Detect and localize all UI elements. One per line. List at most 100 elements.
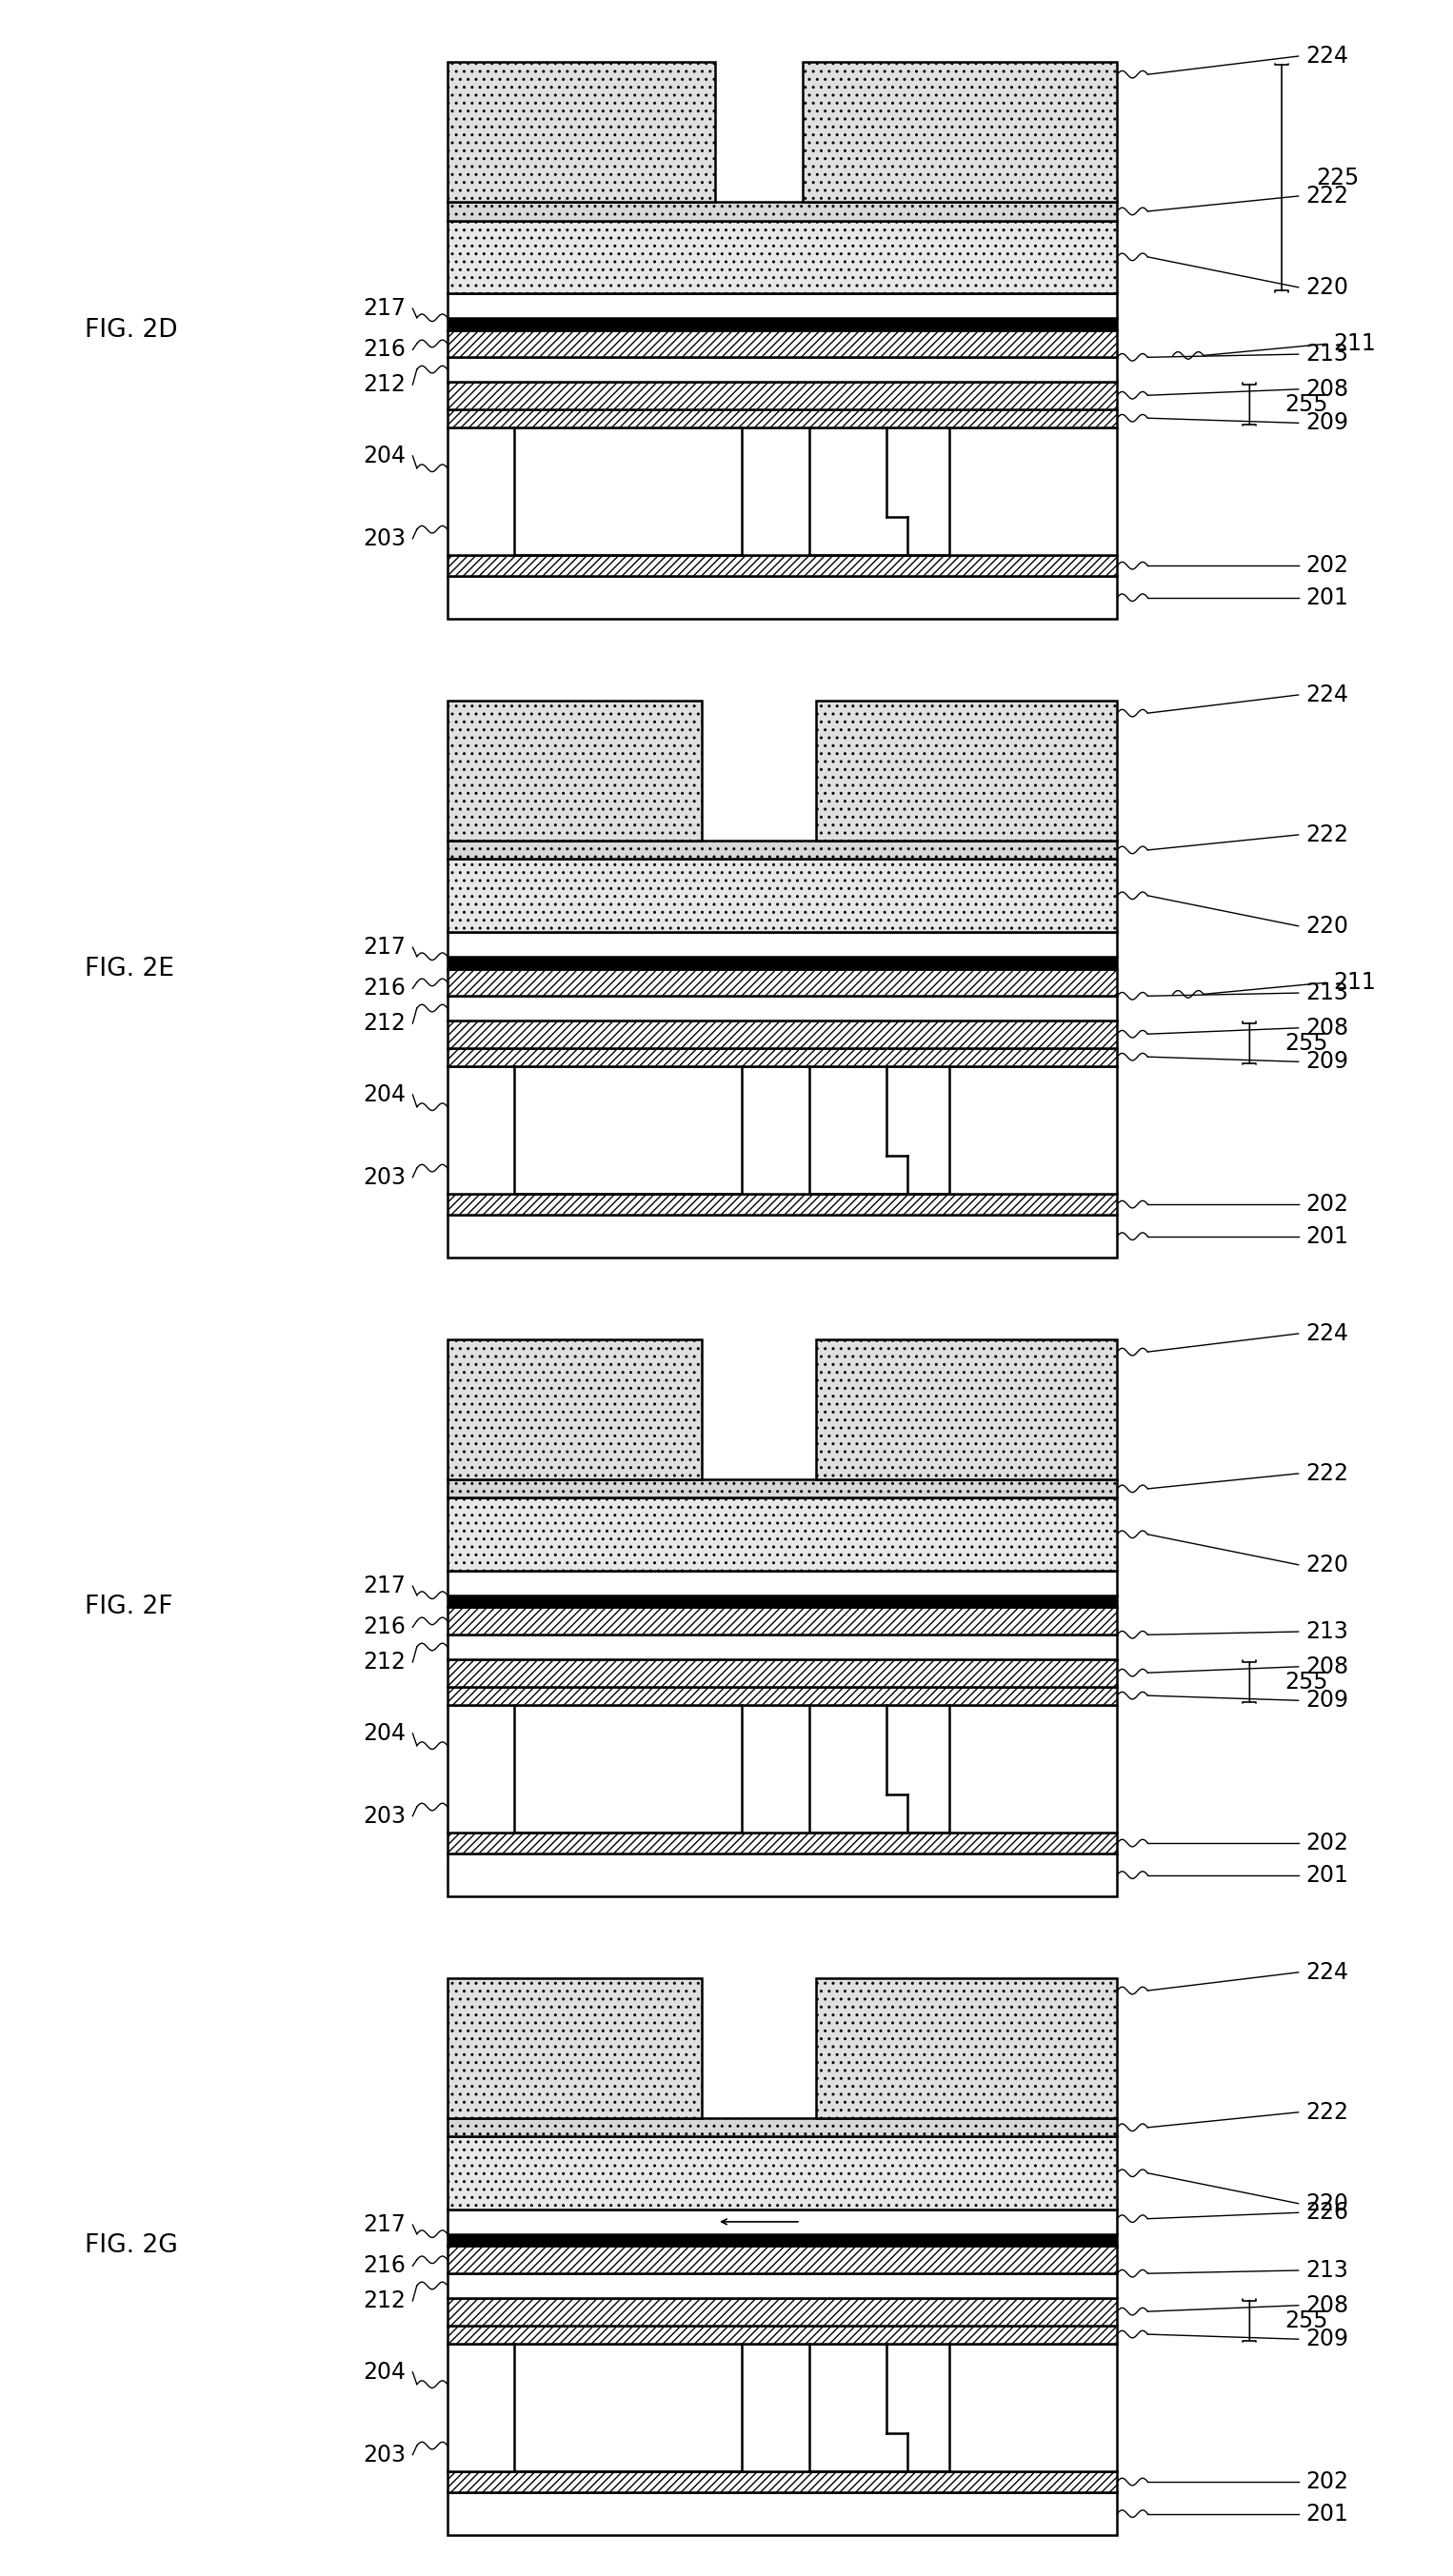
Bar	[448, 1855, 1117, 1896]
Text: 202: 202	[1305, 1193, 1348, 1216]
Bar	[448, 294, 1117, 317]
Bar	[448, 201, 1117, 222]
Bar	[448, 1066, 1117, 1193]
Text: 201: 201	[1305, 587, 1348, 608]
Text: 216: 216	[363, 2254, 405, 2277]
Text: 220: 220	[1305, 1553, 1348, 1577]
Text: 213: 213	[1305, 981, 1348, 1005]
Bar	[448, 330, 1117, 358]
Text: 222: 222	[1305, 1463, 1348, 1484]
Bar	[448, 1216, 1117, 1257]
Text: 204: 204	[363, 2360, 405, 2383]
Bar	[514, 1066, 742, 1193]
Text: 202: 202	[1305, 1832, 1348, 1855]
Bar	[448, 2275, 1117, 2298]
Text: 217: 217	[363, 1574, 405, 1597]
Bar	[514, 2344, 742, 2470]
Bar	[448, 2344, 1117, 2470]
Bar	[448, 2117, 1117, 2136]
Text: 208: 208	[1305, 379, 1348, 402]
Text: 201: 201	[1305, 1862, 1348, 1886]
Bar	[950, 428, 1117, 554]
Text: 217: 217	[363, 935, 405, 958]
Text: 216: 216	[363, 337, 405, 361]
Bar	[448, 428, 514, 554]
Bar	[448, 2246, 1117, 2275]
Text: 204: 204	[363, 1084, 405, 1105]
Bar	[809, 428, 950, 554]
Bar	[815, 1978, 1117, 2117]
Bar	[448, 1607, 1117, 1636]
Text: 220: 220	[1305, 2192, 1348, 2215]
Bar	[448, 860, 1117, 933]
Bar	[448, 840, 1117, 860]
Text: 202: 202	[1305, 554, 1348, 577]
Bar	[448, 1066, 514, 1193]
Text: 203: 203	[363, 1806, 405, 1826]
Bar	[514, 1705, 742, 1832]
Bar	[448, 2344, 514, 2470]
Text: 217: 217	[363, 2213, 405, 2236]
Text: 212: 212	[363, 1012, 405, 1036]
Bar	[448, 997, 1117, 1020]
Bar	[448, 1595, 1117, 1607]
Bar	[448, 62, 715, 201]
Text: 255: 255	[1284, 1033, 1328, 1054]
Bar	[448, 2136, 1117, 2210]
Text: 209: 209	[1305, 1690, 1348, 1713]
Bar	[815, 701, 1117, 840]
Bar	[448, 2470, 1117, 2494]
Bar	[802, 62, 1117, 201]
Bar	[448, 2326, 1117, 2344]
Text: 222: 222	[1305, 185, 1348, 209]
Text: 202: 202	[1305, 2470, 1348, 2494]
Text: 255: 255	[1284, 2308, 1328, 2331]
Bar	[448, 1978, 702, 2117]
Bar	[950, 1066, 1117, 1193]
Bar	[448, 1497, 1117, 1571]
Bar	[448, 1705, 1117, 1832]
Text: 212: 212	[363, 2290, 405, 2313]
Text: 204: 204	[363, 1721, 405, 1744]
Bar	[448, 933, 1117, 956]
Text: FIG. 2D: FIG. 2D	[84, 317, 177, 343]
Text: 212: 212	[363, 374, 405, 397]
Text: 208: 208	[1305, 1018, 1348, 1038]
Bar	[448, 1705, 514, 1832]
Text: 201: 201	[1305, 2501, 1348, 2524]
Text: 255: 255	[1284, 394, 1328, 415]
Bar	[448, 969, 1117, 997]
Text: FIG. 2E: FIG. 2E	[84, 956, 174, 981]
Bar	[448, 222, 1117, 294]
Text: 211: 211	[1334, 332, 1376, 355]
Bar	[448, 2298, 1117, 2326]
Bar	[448, 577, 1117, 618]
Bar	[448, 410, 1117, 428]
Bar	[815, 1340, 1117, 1479]
Bar	[448, 1571, 1117, 1595]
Bar	[448, 317, 1117, 330]
Text: 224: 224	[1305, 683, 1348, 706]
Text: 224: 224	[1305, 1960, 1348, 1984]
Text: FIG. 2G: FIG. 2G	[84, 2233, 177, 2259]
Text: 216: 216	[363, 976, 405, 999]
Text: 213: 213	[1305, 343, 1348, 366]
Bar	[950, 2344, 1117, 2470]
Bar	[809, 1066, 950, 1193]
Bar	[809, 2344, 950, 2470]
Bar	[448, 1340, 702, 1479]
Bar	[448, 2233, 1117, 2246]
Bar	[448, 701, 702, 840]
Bar	[448, 1636, 1117, 1659]
Text: 201: 201	[1305, 1224, 1348, 1247]
Bar	[448, 1048, 1117, 1066]
Bar	[448, 1020, 1117, 1048]
Bar	[448, 1193, 1117, 1216]
Text: 208: 208	[1305, 1656, 1348, 1677]
Text: 203: 203	[363, 1167, 405, 1188]
Bar	[448, 1832, 1117, 1855]
Bar	[448, 1687, 1117, 1705]
Text: 212: 212	[363, 1651, 405, 1674]
Bar	[448, 1659, 1117, 1687]
Bar	[742, 2344, 809, 2470]
